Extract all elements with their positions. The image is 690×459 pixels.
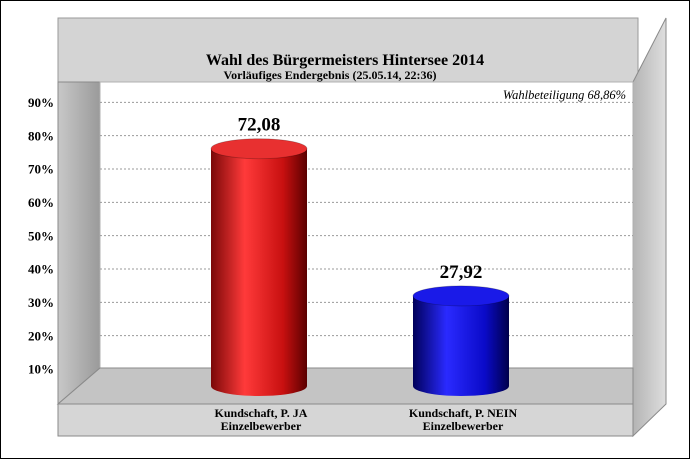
y-tick-label: 20% (28, 328, 54, 343)
category-label: Kundschaft, P. JA (215, 406, 308, 420)
chart-title: Wahl des Bürgermeisters Hintersee 2014 (206, 52, 484, 69)
bar-top-cap (412, 285, 510, 307)
gridlines (100, 101, 633, 337)
y-tick-label: 40% (28, 262, 54, 277)
y-axis-ticks: 10% 20% 30% 40% 50% 60% 70% 80% 90% (28, 95, 54, 377)
chart-right-wall (632, 17, 667, 438)
y-tick-label: 70% (28, 162, 54, 177)
bars (210, 138, 510, 396)
y-tick-label: 90% (28, 95, 54, 110)
bar-body (211, 148, 307, 396)
value-label: 72,08 (238, 115, 281, 136)
value-labels: 72,08 27,92 (238, 115, 483, 283)
bar-top-cap (210, 138, 308, 160)
bar (210, 138, 308, 396)
y-tick-label: 30% (28, 295, 54, 310)
value-label: 27,92 (440, 262, 483, 283)
chart-subtitle: Vorläufiges Endergebnis (25.05.14, 22:36… (224, 68, 437, 82)
chart-floor (56, 367, 634, 405)
category-label: Einzelbewerber (423, 419, 504, 433)
y-tick-label: 60% (28, 195, 54, 210)
chart-category-band (57, 403, 634, 437)
y-tick-label: 10% (28, 362, 54, 377)
chart-left-wall (57, 81, 101, 406)
bar-body (413, 295, 509, 396)
category-label: Kundschaft, P. NEIN (409, 406, 518, 420)
bar (412, 285, 510, 396)
chart-back-panel (99, 81, 634, 369)
category-label: Einzelbewerber (221, 419, 302, 433)
y-tick-label: 50% (28, 228, 54, 243)
category-labels: Kundschaft, P. JAEinzelbewerberKundschaf… (215, 406, 518, 433)
turnout-annotation: Wahlbeteiligung 68,86% (503, 88, 626, 102)
y-tick-label: 80% (28, 128, 54, 143)
